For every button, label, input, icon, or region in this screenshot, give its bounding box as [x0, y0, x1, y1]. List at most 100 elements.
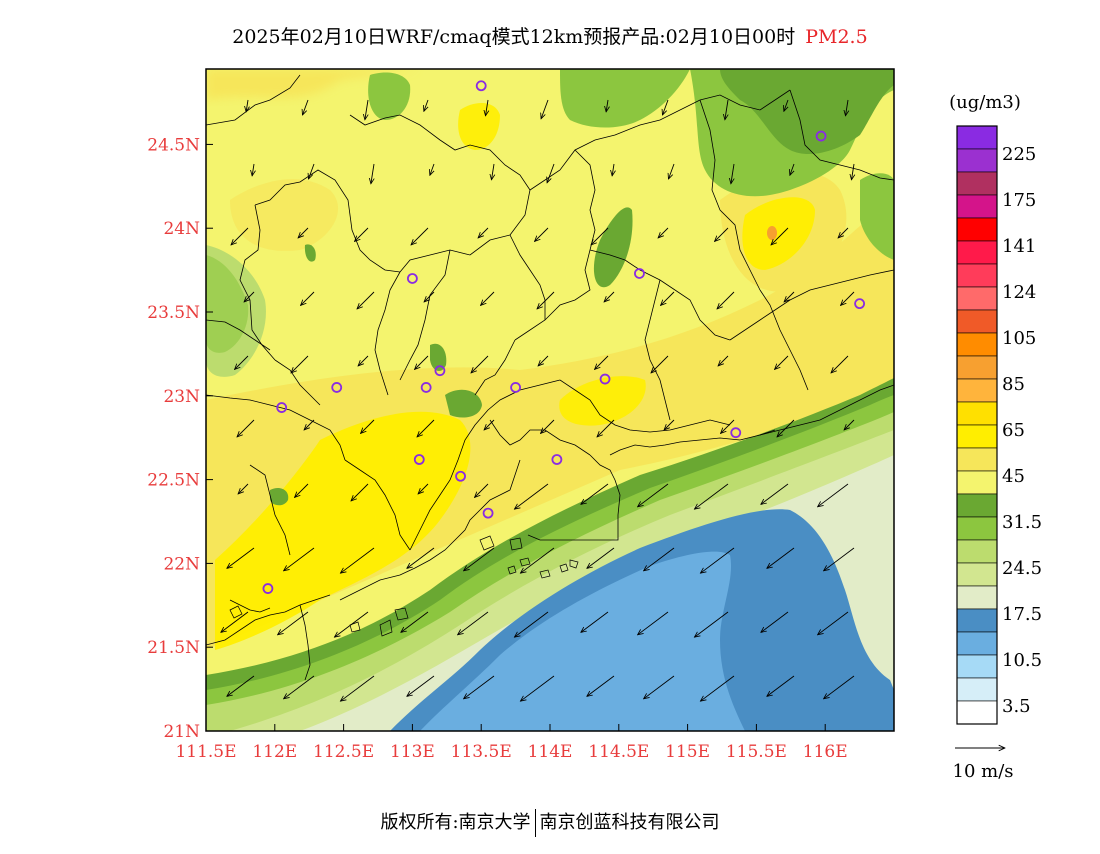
wind-arrow: [361, 419, 375, 433]
legend-swatch: [956, 263, 998, 288]
longitude-axis: 111.5E 112E 112.5E 113E 113.5E 114E 114.5E 115E…: [175, 724, 848, 762]
legend-level-label: 17.5: [1002, 604, 1042, 625]
wind-arrow: [301, 291, 315, 305]
wind-arrow: [612, 163, 614, 176]
wind-arrow: [535, 227, 549, 241]
wind-arrow: [252, 163, 254, 176]
wind-arrow: [538, 355, 549, 366]
legend-level-label: 141: [1002, 236, 1036, 257]
legend-swatch: [956, 194, 998, 219]
legend-level-label: 65: [1002, 420, 1025, 441]
lon-tick-label: 115E: [665, 742, 710, 762]
wind-arrow: [407, 547, 435, 568]
legend-swatch: [956, 493, 998, 518]
wind-arrow: [424, 291, 435, 302]
lon-tick-label: 116E: [803, 742, 848, 762]
title-pollutant: PM2.5: [805, 26, 868, 48]
lon-tick-label: 115.5E: [726, 742, 787, 762]
wind-arrow: [401, 611, 429, 632]
wind-arrow: [537, 291, 555, 309]
wind-arrow: [547, 163, 555, 183]
wind-arrow: [694, 611, 729, 637]
wind-arrow: [475, 483, 489, 497]
wind-arrow: [606, 99, 608, 112]
lat-tick-label: 22N: [163, 554, 200, 574]
legend-swatch: [956, 447, 998, 472]
legend-swatch: [956, 677, 998, 702]
wind-arrow: [731, 163, 734, 184]
wind-arrow: [844, 419, 855, 430]
wind-arrow: [718, 355, 729, 366]
wind-arrow: [238, 483, 249, 494]
wind-arrow: [295, 483, 309, 497]
wind-arrow: [291, 355, 309, 373]
wind-arrow: [581, 611, 609, 632]
legend-swatch: [956, 631, 998, 656]
legend-swatch: [956, 125, 998, 150]
wind-arrow: [244, 291, 255, 302]
wind-arrow: [334, 611, 369, 637]
wind-arrow: [227, 675, 255, 696]
wind-arrow: [430, 163, 434, 175]
legend-swatch: [956, 700, 998, 725]
lon-tick-label: 112E: [252, 742, 297, 762]
wind-arrow: [658, 227, 669, 238]
wind-arrow: [818, 611, 849, 635]
legend-level-label: 124: [1002, 282, 1036, 303]
legend-swatch: [956, 171, 998, 196]
wind-arrow: [541, 99, 549, 119]
wind-arrow: [852, 163, 854, 180]
wind-arrow: [784, 99, 788, 111]
wind-arrow: [302, 99, 309, 115]
wind-arrow: [784, 291, 795, 302]
pm25-concentration-field: [206, 69, 894, 731]
lon-tick-label: 111.5E: [175, 742, 236, 762]
legend-swatch: [956, 539, 998, 564]
lon-tick-label: 114E: [528, 742, 573, 762]
wind-arrow: [371, 163, 374, 184]
wind-arrow: [481, 291, 495, 305]
wind-arrow: [761, 611, 789, 632]
legend-level-label: 85: [1002, 374, 1025, 395]
legend-level-label: 175: [1002, 190, 1036, 211]
wind-arrow: [661, 291, 675, 305]
station-marker: [815, 130, 827, 142]
legend-swatch: [956, 217, 998, 242]
wind-arrow: [484, 419, 495, 430]
wind-arrow: [838, 227, 849, 238]
legend-level-label: 24.5: [1002, 558, 1042, 579]
wind-arrow: [700, 547, 735, 573]
legend-swatch: [956, 585, 998, 610]
legend-swatch: [956, 286, 998, 311]
wind-arrow: [284, 547, 315, 571]
wind-arrow: [351, 483, 369, 501]
station-marker: [634, 268, 645, 279]
wind-arrow: [668, 163, 675, 179]
wind-arrow: [304, 419, 315, 430]
wind-arrow: [298, 227, 309, 238]
wind-reference-label: 10 m/s: [953, 761, 1014, 782]
legend-swatch: [956, 148, 998, 173]
wind-arrow: [587, 547, 615, 568]
lon-tick-label: 112.5E: [313, 742, 374, 762]
wind-arrow: [340, 547, 375, 573]
station-marker: [551, 454, 563, 465]
wind-arrow: [424, 99, 428, 111]
lon-tick-label: 114.5E: [588, 742, 649, 762]
wind-arrow: [604, 291, 615, 302]
wind-arrow: [664, 419, 675, 430]
wind-arrow: [357, 291, 375, 309]
station-marker: [420, 382, 432, 393]
legend-swatch: [956, 608, 998, 633]
lat-tick-label: 24.5N: [147, 135, 200, 155]
legend-swatch: [956, 355, 998, 380]
admin-borders: [206, 74, 894, 681]
wind-vectors: [221, 99, 855, 701]
wind-arrow: [514, 611, 549, 637]
station-marker: [262, 583, 274, 594]
station-marker: [455, 470, 466, 482]
station-marker: [331, 382, 343, 393]
wind-arrow: [767, 675, 795, 696]
legend-swatch: [956, 240, 998, 265]
